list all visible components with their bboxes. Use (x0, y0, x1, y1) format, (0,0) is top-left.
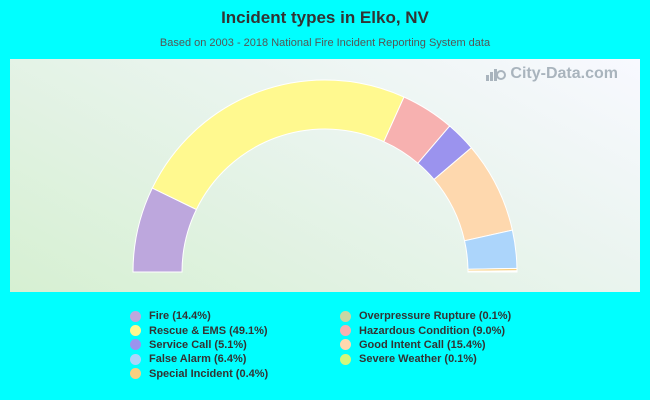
chart-panel: City-Data.com (10, 59, 640, 292)
legend-label: Service Call (5.1%) (149, 338, 247, 351)
legend-label: Good Intent Call (15.4%) (359, 338, 486, 351)
legend-label: Overpressure Rupture (0.1%) (359, 310, 512, 323)
chart-legend: Fire (14.4%) Rescue & EMS (49.1%) Service … (130, 310, 550, 380)
legend-label: Special Incident (0.4%) (149, 367, 269, 380)
watermark-text: City-Data.com (510, 65, 618, 82)
legend-label: Severe Weather (0.1%) (359, 353, 477, 366)
chart-title: Incident types in Elko, NV (221, 8, 429, 27)
chart-subtitle: Based on 2003 - 2018 National Fire Incid… (159, 37, 491, 49)
legend-label: False Alarm (6.4%) (149, 353, 247, 366)
legend-swatch (340, 310, 351, 322)
legend-label: Hazardous Condition (9.0%) (359, 324, 506, 337)
legend-item[interactable]: False Alarm (6.4%) (130, 353, 340, 365)
legend-swatch (130, 368, 141, 380)
legend-swatch (340, 339, 351, 351)
legend-swatch (340, 325, 351, 337)
semi-donut-chart (132, 79, 518, 273)
legend-column-left: Fire (14.4%) Rescue & EMS (49.1%) Service … (130, 310, 340, 380)
legend-item[interactable]: Severe Weather (0.1%) (340, 353, 550, 365)
legend-label: Fire (14.4%) (149, 310, 211, 323)
legend-swatch (130, 310, 141, 322)
legend-item[interactable]: Rescue & EMS (49.1%) (130, 324, 340, 337)
legend-item[interactable]: Fire (14.4%) (130, 310, 340, 322)
bar-chart-icon (486, 69, 507, 81)
legend-swatch (130, 325, 141, 337)
watermark: City-Data.com (486, 65, 618, 83)
legend-swatch (130, 339, 141, 351)
legend-item[interactable]: Overpressure Rupture (0.1%) (340, 310, 550, 322)
legend-swatch (130, 353, 141, 365)
legend-swatch (340, 353, 351, 365)
legend-item[interactable]: Special Incident (0.4%) (130, 368, 340, 380)
slice-rescue-ems[interactable] (151, 79, 405, 211)
slice-severe-weather[interactable] (467, 270, 518, 273)
legend-label: Rescue & EMS (49.1%) (149, 324, 268, 337)
legend-item[interactable]: Hazardous Condition (9.0%) (340, 324, 550, 337)
legend-item[interactable]: Service Call (5.1%) (130, 339, 340, 351)
legend-column-right: Overpressure Rupture (0.1%) Hazardous Con… (340, 310, 550, 380)
legend-item[interactable]: Good Intent Call (15.4%) (340, 339, 550, 351)
